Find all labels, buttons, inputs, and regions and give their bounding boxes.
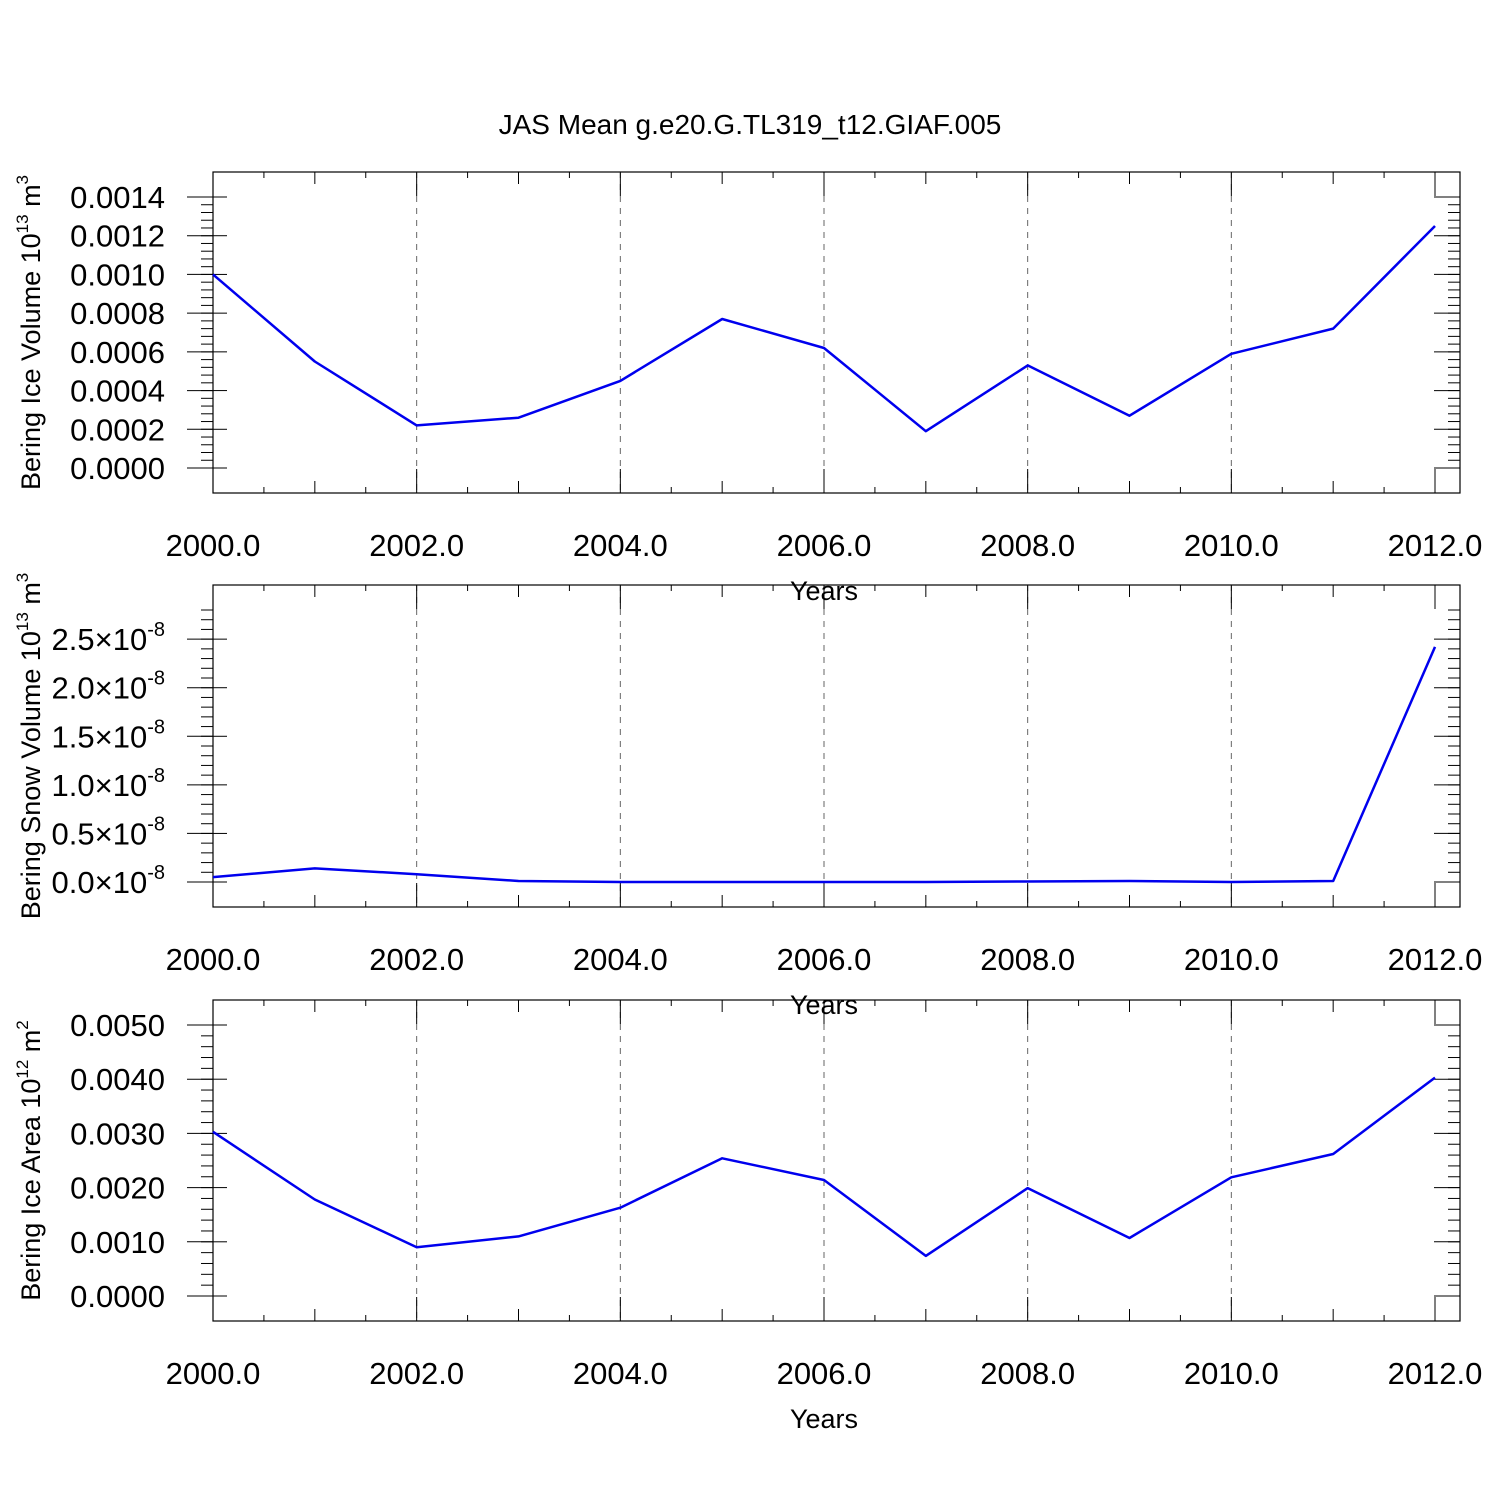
y-axis-title: Bering Ice Volume 1013 m3 [13, 175, 46, 490]
y-tick-label: 1.5×10-8 [52, 716, 166, 754]
y-tick-label: 0.0040 [70, 1062, 165, 1097]
y-tick-label: 0.0000 [70, 1279, 165, 1314]
y-tick-label: 0.0030 [70, 1116, 165, 1151]
x-tick-label: 2012.0 [1388, 528, 1483, 563]
y-tick-label: 0.0014 [70, 180, 165, 215]
x-tick-label: 2012.0 [1388, 942, 1483, 977]
x-tick-label: 2006.0 [777, 1356, 872, 1391]
plot-frame [212, 999, 1461, 1322]
x-tick-label: 2002.0 [369, 1356, 464, 1391]
x-tick-label: 2010.0 [1184, 942, 1279, 977]
x-tick-label: 2012.0 [1388, 1356, 1483, 1391]
y-tick-label: 0.0012 [70, 219, 165, 254]
panel-3: 2000.0 2002.0 2004.0 2006.0 2008.0 2010.0 2012… [13, 999, 1483, 1434]
x-tick-label: 2000.0 [166, 528, 261, 563]
x-tick-label: 2004.0 [573, 942, 668, 977]
x-tick-label: 2008.0 [980, 1356, 1075, 1391]
plot-frame [212, 171, 1461, 494]
y-tick-label: 2.0×10-8 [52, 668, 166, 706]
y-tick-label: 0.0010 [70, 1225, 165, 1260]
x-tick-label: 2002.0 [369, 942, 464, 977]
y-tick-label: 0.0050 [70, 1008, 165, 1043]
y-tick-label: 0.5×10-8 [52, 813, 166, 851]
y-tick-label: 1.0×10-8 [52, 765, 166, 803]
y-tick-label: 0.0×10-8 [52, 862, 166, 900]
x-axis-title: Years [790, 1404, 858, 1434]
x-tick-label: 2008.0 [980, 942, 1075, 977]
y-tick-label: 0.0000 [70, 451, 165, 486]
figure-title: JAS Mean g.e20.G.TL319_t12.GIAF.005 [499, 109, 1002, 140]
x-tick-label: 2008.0 [980, 528, 1075, 563]
y-tick-label: 0.0006 [70, 335, 165, 370]
x-tick-label: 2006.0 [777, 942, 872, 977]
y-tick-label: 0.0010 [70, 257, 165, 292]
y-tick-label: 2.5×10-8 [52, 619, 166, 657]
x-tick-label: 2004.0 [573, 528, 668, 563]
panels: 2000.0 2002.0 2004.0 2006.0 2008.0 2010.0 2012… [13, 171, 1483, 1434]
panel-2: 2000.0 2002.0 2004.0 2006.0 2008.0 2010.0 2012… [13, 573, 1482, 1020]
y-axis-title: Bering Snow Volume 1013 m3 [13, 573, 46, 920]
panel-1: 2000.0 2002.0 2004.0 2006.0 2008.0 2010.0 2012… [13, 171, 1483, 606]
x-tick-label: 2006.0 [777, 528, 872, 563]
y-axis-title: Bering Ice Area 1012 m2 [13, 1020, 46, 1301]
y-tick-label: 0.0004 [70, 374, 165, 409]
y-tick-label: 0.0020 [70, 1171, 165, 1206]
x-tick-label: 2000.0 [166, 942, 261, 977]
x-tick-label: 2010.0 [1184, 1356, 1279, 1391]
x-tick-label: 2002.0 [369, 528, 464, 563]
x-tick-label: 2010.0 [1184, 528, 1279, 563]
x-tick-label: 2000.0 [166, 1356, 261, 1391]
x-tick-label: 2004.0 [573, 1356, 668, 1391]
y-tick-label: 0.0002 [70, 412, 165, 447]
y-tick-label: 0.0008 [70, 296, 165, 331]
